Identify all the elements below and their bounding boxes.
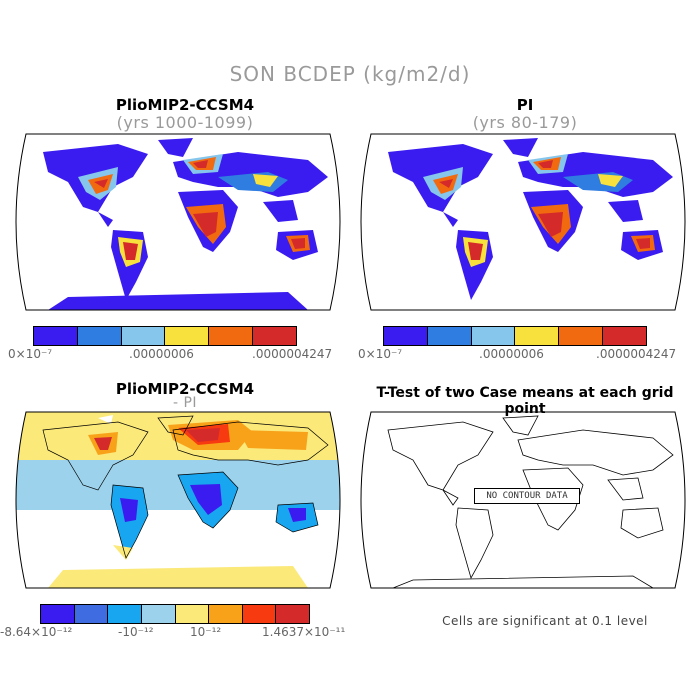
colorbar-swatch [384,327,428,345]
colorbar-swatch [34,327,78,345]
panel3-subtitle: - PI [172,395,198,411]
colorbar-swatch [209,605,243,623]
map-pliomip2 [15,133,341,311]
colorbar3-label-pos: 10⁻¹² [190,625,222,639]
colorbar-swatch [515,327,560,345]
colorbar2-label-max: .0000004247 [596,347,677,361]
colorbar-swatch [74,605,109,623]
panel1-subtitle: (yrs 1000-1099) [116,113,254,132]
colorbar1-label-min: 0×10⁻⁷ [8,347,53,361]
colorbar-swatch [77,327,122,345]
colorbar-swatch [276,605,309,623]
colorbar2-label-min: 0×10⁻⁷ [358,347,403,361]
colorbar3-label-min: -8.64×10⁻¹² [0,625,73,639]
colorbar1-label-mid: .00000006 [129,347,194,361]
colorbar-swatch [242,605,277,623]
colorbar-swatch [41,605,75,623]
colorbar-swatch [559,327,604,345]
significance-footnote: Cells are significant at 0.1 level [442,614,648,628]
colorbar-swatch [121,327,166,345]
colorbar-swatch [471,327,516,345]
figure-title: SON BCDEP (kg/m2/d) [229,62,471,86]
panel2-subtitle: (yrs 80-179) [472,113,578,132]
colorbar-pi [383,326,647,346]
panel2-title: PI [516,96,534,114]
panel3-title: PlioMIP2-CCSM4 [115,380,255,398]
colorbar-swatch [141,605,176,623]
panel4-title: T-Test of two Case means at each grid po… [376,385,674,417]
colorbar-swatch [209,327,254,345]
colorbar-swatch [427,327,472,345]
no-contour-label: NO CONTOUR DATA [474,488,580,504]
map-pi [360,133,686,311]
map-difference [15,411,341,589]
colorbar-swatch [108,605,142,623]
colorbar-pliomip2 [33,326,297,346]
colorbar-swatch [603,327,646,345]
colorbar1-label-max: .0000004247 [252,347,333,361]
colorbar-difference [40,604,310,624]
colorbar3-label-max: 1.4637×10⁻¹¹ [262,625,346,639]
colorbar2-label-mid: .00000006 [479,347,544,361]
colorbar-swatch [253,327,296,345]
colorbar-swatch [165,327,210,345]
panel1-title: PlioMIP2-CCSM4 [115,96,255,114]
colorbar-swatch [175,605,210,623]
colorbar3-label-neg: -10⁻¹² [118,625,154,639]
